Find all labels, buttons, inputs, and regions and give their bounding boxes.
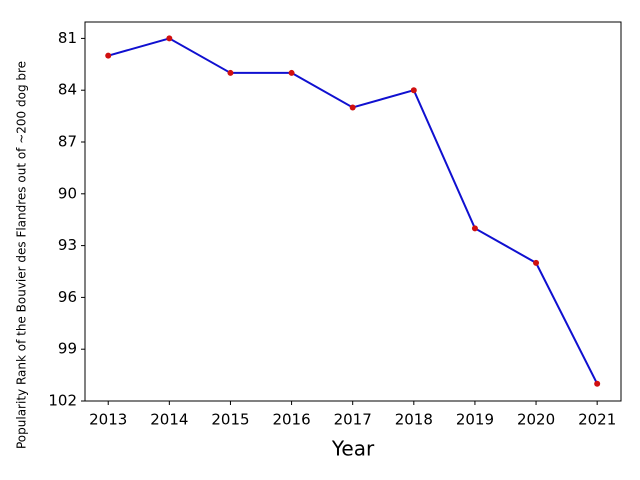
x-tick-label: 2017 — [334, 411, 372, 429]
x-tick-label: 2013 — [89, 411, 127, 429]
x-tick-label: 2016 — [272, 411, 310, 429]
data-point — [105, 52, 112, 59]
data-point — [410, 87, 417, 94]
y-tick-label: 90 — [58, 184, 77, 202]
data-point — [594, 380, 601, 387]
data-point — [533, 259, 540, 266]
data-point — [471, 225, 478, 232]
x-tick-label: 2020 — [517, 411, 555, 429]
y-tick-label: 96 — [58, 288, 77, 306]
x-tick-label: 2014 — [150, 411, 188, 429]
data-point — [227, 69, 234, 76]
y-tick-label: 87 — [58, 133, 77, 151]
y-tick-label: 99 — [58, 340, 77, 358]
y-axis-label: Popularity Rank of the Bouvier des Fland… — [15, 61, 29, 449]
x-axis-label: Year — [331, 437, 375, 461]
plot-frame — [84, 21, 622, 402]
y-tick-label: 84 — [58, 81, 77, 99]
y-tick-label: 102 — [48, 392, 77, 410]
y-tick-label: 81 — [58, 29, 77, 47]
x-tick-label: 2018 — [395, 411, 433, 429]
data-point — [166, 35, 173, 42]
x-tick-label: 2015 — [211, 411, 249, 429]
x-tick-label: 2019 — [456, 411, 494, 429]
data-point — [288, 69, 295, 76]
data-line — [107, 37, 599, 385]
data-point — [349, 104, 356, 111]
y-tick-label: 93 — [58, 236, 77, 254]
x-tick-label: 2021 — [578, 411, 616, 429]
